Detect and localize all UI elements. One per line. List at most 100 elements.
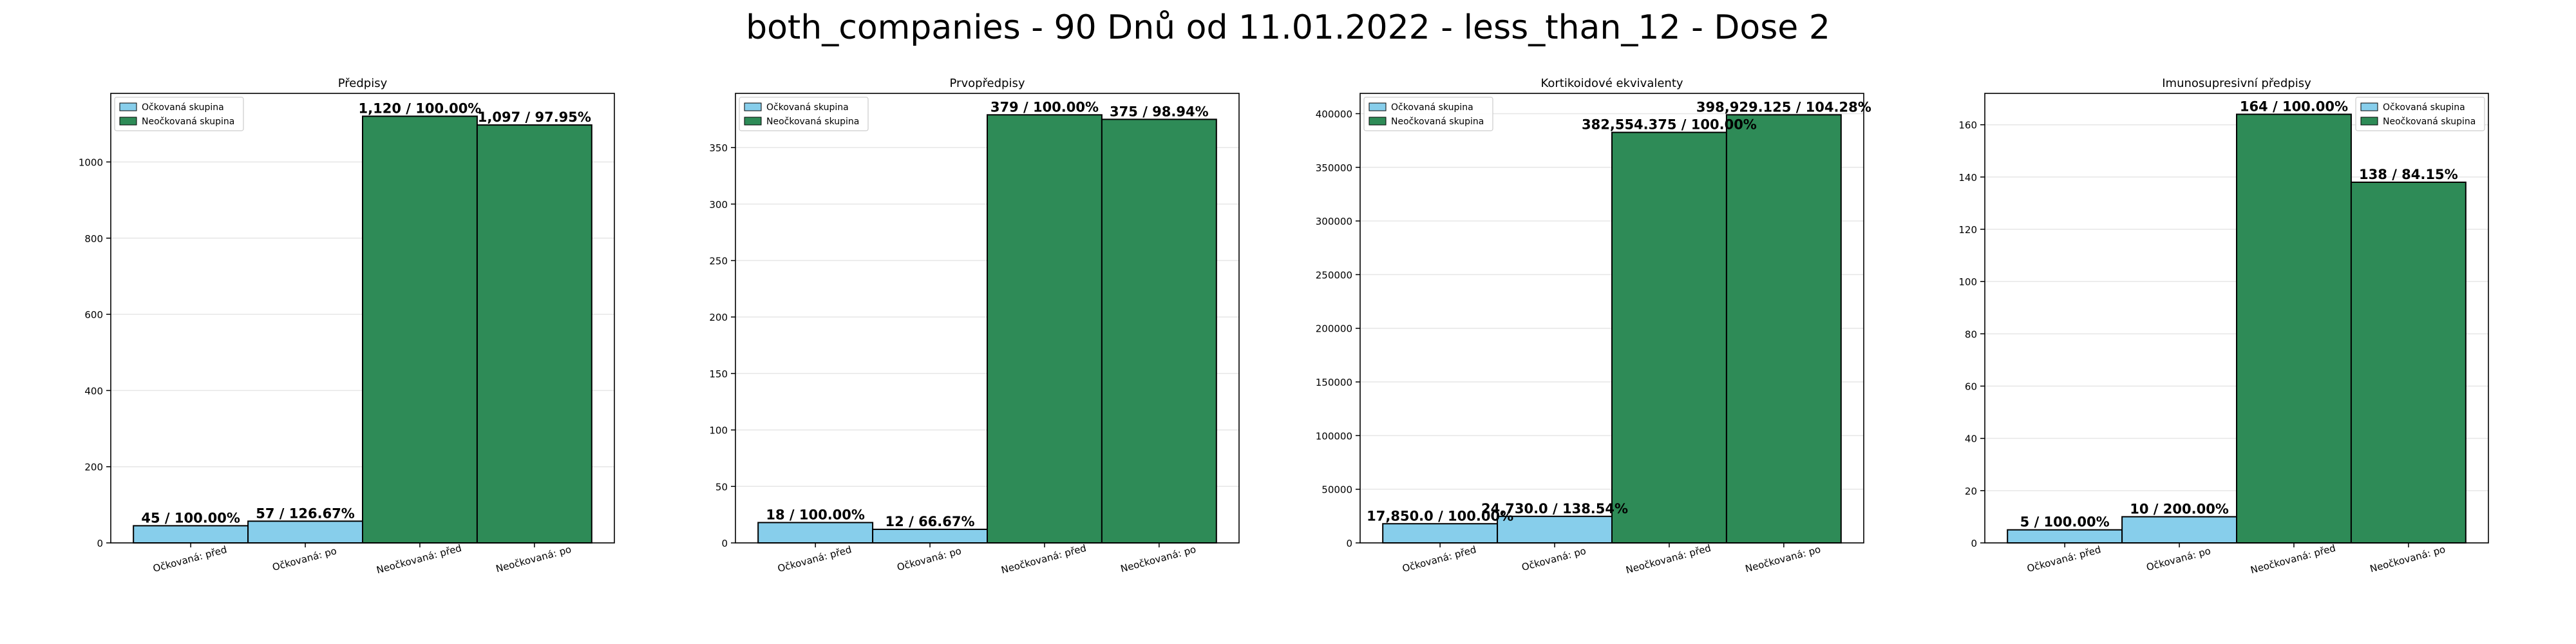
y-tick-label: 0 — [1346, 538, 1352, 549]
y-tick-label: 800 — [84, 233, 103, 245]
y-tick-label: 300 — [709, 199, 728, 211]
x-tick-label: Očkovaná: před — [2025, 544, 2102, 574]
data-label: 398,929.125 / 104.28% — [1696, 99, 1871, 115]
data-label: 138 / 84.15% — [2359, 167, 2458, 182]
legend: Očkovaná skupina Neočkovaná skupina — [114, 97, 244, 131]
y-tick-label: 200 — [84, 462, 103, 473]
y-tick-label: 600 — [84, 309, 103, 321]
y-tick-label: 50 — [715, 481, 728, 493]
y-tick-label: 1000 — [79, 156, 103, 168]
x-tick-label: Očkovaná: před — [776, 544, 853, 574]
x-tick-label: Očkovaná: po — [271, 545, 338, 573]
x-tick-label: Neočkovaná: před — [1000, 542, 1088, 576]
bar — [2350, 181, 2467, 544]
legend-swatch — [2360, 102, 2378, 111]
bar — [1725, 114, 1842, 544]
y-tick-label: 250 — [709, 256, 728, 267]
chart-panel: 18 / 100.00% 12 / 66.67% 379 / 100.00% 375 … — [709, 77, 1240, 576]
data-label: 1,120 / 100.00% — [359, 100, 482, 116]
y-tick-label: 250000 — [1316, 269, 1352, 281]
data-label: 379 / 100.00% — [990, 99, 1099, 115]
data-label: 24,730.0 / 138.54% — [1481, 501, 1628, 516]
y-tick-label: 400 — [84, 385, 103, 397]
legend-box — [739, 97, 869, 131]
legend-box — [2355, 97, 2485, 131]
figure-title: both_companies - 90 Dnů od 11.01.2022 - … — [746, 8, 1830, 47]
bar — [757, 522, 874, 544]
legend-swatch — [1368, 117, 1387, 126]
chart-title: Imunosupresivní předpisy — [2162, 77, 2311, 90]
data-label: 45 / 100.00% — [141, 510, 240, 526]
legend-swatch — [119, 102, 137, 111]
legend-box — [1363, 97, 1493, 131]
data-label: 5 / 100.00% — [2020, 515, 2110, 530]
y-tick-label: 100000 — [1316, 430, 1352, 442]
chart-panel: 17,850.0 / 100.00%24,730.0 / 138.54% 382,… — [1316, 77, 1871, 576]
x-tick-label: Neočkovaná: po — [1744, 544, 1822, 575]
legend: Očkovaná skupina Neočkovaná skupina — [739, 97, 869, 131]
legend-swatch — [2360, 117, 2378, 126]
y-tick-label: 0 — [97, 538, 103, 549]
x-tick-label: Neočkovaná: před — [375, 542, 463, 576]
y-tick-label: 300000 — [1316, 216, 1352, 227]
y-tick-label: 400000 — [1316, 108, 1352, 120]
bar — [872, 528, 988, 544]
y-tick-label: 60 — [1965, 381, 1977, 393]
bar — [1497, 515, 1613, 544]
x-tick-label: Očkovaná: po — [1520, 545, 1587, 573]
y-tick-label: 40 — [1965, 433, 1977, 445]
plot-frame — [110, 93, 615, 544]
x-tick-label: Neočkovaná: po — [495, 544, 573, 575]
legend-label: Očkovaná skupina — [1391, 102, 1473, 113]
legend-label: Očkovaná skupina — [142, 102, 224, 113]
legend-label: Neočkovaná skupina — [142, 117, 234, 127]
x-tick-label: Očkovaná: před — [151, 544, 228, 574]
plot-frame — [735, 93, 1240, 544]
bar — [2007, 529, 2123, 544]
bar — [1101, 118, 1217, 544]
legend-swatch — [119, 117, 137, 126]
y-tick-label: 160 — [1958, 120, 1977, 131]
x-tick-label: Neočkovaná: po — [1119, 544, 1197, 575]
y-tick-label: 350000 — [1316, 162, 1352, 174]
bar — [2236, 113, 2352, 544]
x-tick-label: Neočkovaná: před — [1625, 542, 1712, 576]
chart-panels: 45 / 100.00% 57 / 126.67% 1,120 / 100.00% 1… — [79, 77, 2489, 576]
data-label: 164 / 100.00% — [2240, 99, 2348, 114]
chart-panel: 5 / 100.00% 10 / 200.00% 164 / 100.00% 138 … — [1958, 77, 2489, 576]
y-tick-label: 150 — [709, 368, 728, 380]
x-tick-label: Neočkovaná: před — [2249, 542, 2337, 576]
x-tick-label: Neočkovaná: po — [2369, 544, 2447, 575]
bar — [2121, 516, 2237, 544]
y-tick-label: 350 — [709, 142, 728, 154]
bar — [1382, 523, 1499, 544]
data-label: 382,554.375 / 100.00% — [1582, 117, 1757, 133]
bar — [476, 124, 592, 544]
legend-box — [114, 97, 244, 131]
data-label: 18 / 100.00% — [766, 507, 865, 522]
data-label: 10 / 200.00% — [2130, 501, 2229, 516]
bar — [133, 525, 249, 544]
x-tick-label: Očkovaná: po — [2145, 545, 2212, 573]
bar — [247, 520, 363, 544]
chart-title: Prvopředpisy — [950, 77, 1025, 90]
y-tick-label: 50000 — [1321, 484, 1352, 496]
y-tick-label: 100 — [709, 425, 728, 437]
y-tick-label: 200000 — [1316, 323, 1352, 335]
y-tick-label: 100 — [1958, 276, 1977, 288]
x-tick-label: Očkovaná: po — [896, 545, 963, 573]
chart-title: Předpisy — [338, 77, 388, 90]
chart-panel: 45 / 100.00% 57 / 126.67% 1,120 / 100.00% 1… — [79, 77, 615, 576]
data-label: 375 / 98.94% — [1110, 104, 1209, 119]
x-tick-label: Očkovaná: před — [1401, 544, 1477, 574]
legend-label: Neočkovaná skupina — [766, 117, 859, 127]
legend: Očkovaná skupina Neočkovaná skupina — [1363, 97, 1493, 131]
data-label: 57 / 126.67% — [256, 506, 355, 521]
y-tick-label: 200 — [709, 312, 728, 323]
data-label: 12 / 66.67% — [886, 514, 975, 529]
legend-swatch — [744, 117, 762, 126]
y-tick-label: 20 — [1965, 486, 1977, 497]
plot-frame — [1359, 93, 1864, 544]
legend-label: Neočkovaná skupina — [1391, 117, 1484, 127]
legend-label: Očkovaná skupina — [2383, 102, 2465, 113]
